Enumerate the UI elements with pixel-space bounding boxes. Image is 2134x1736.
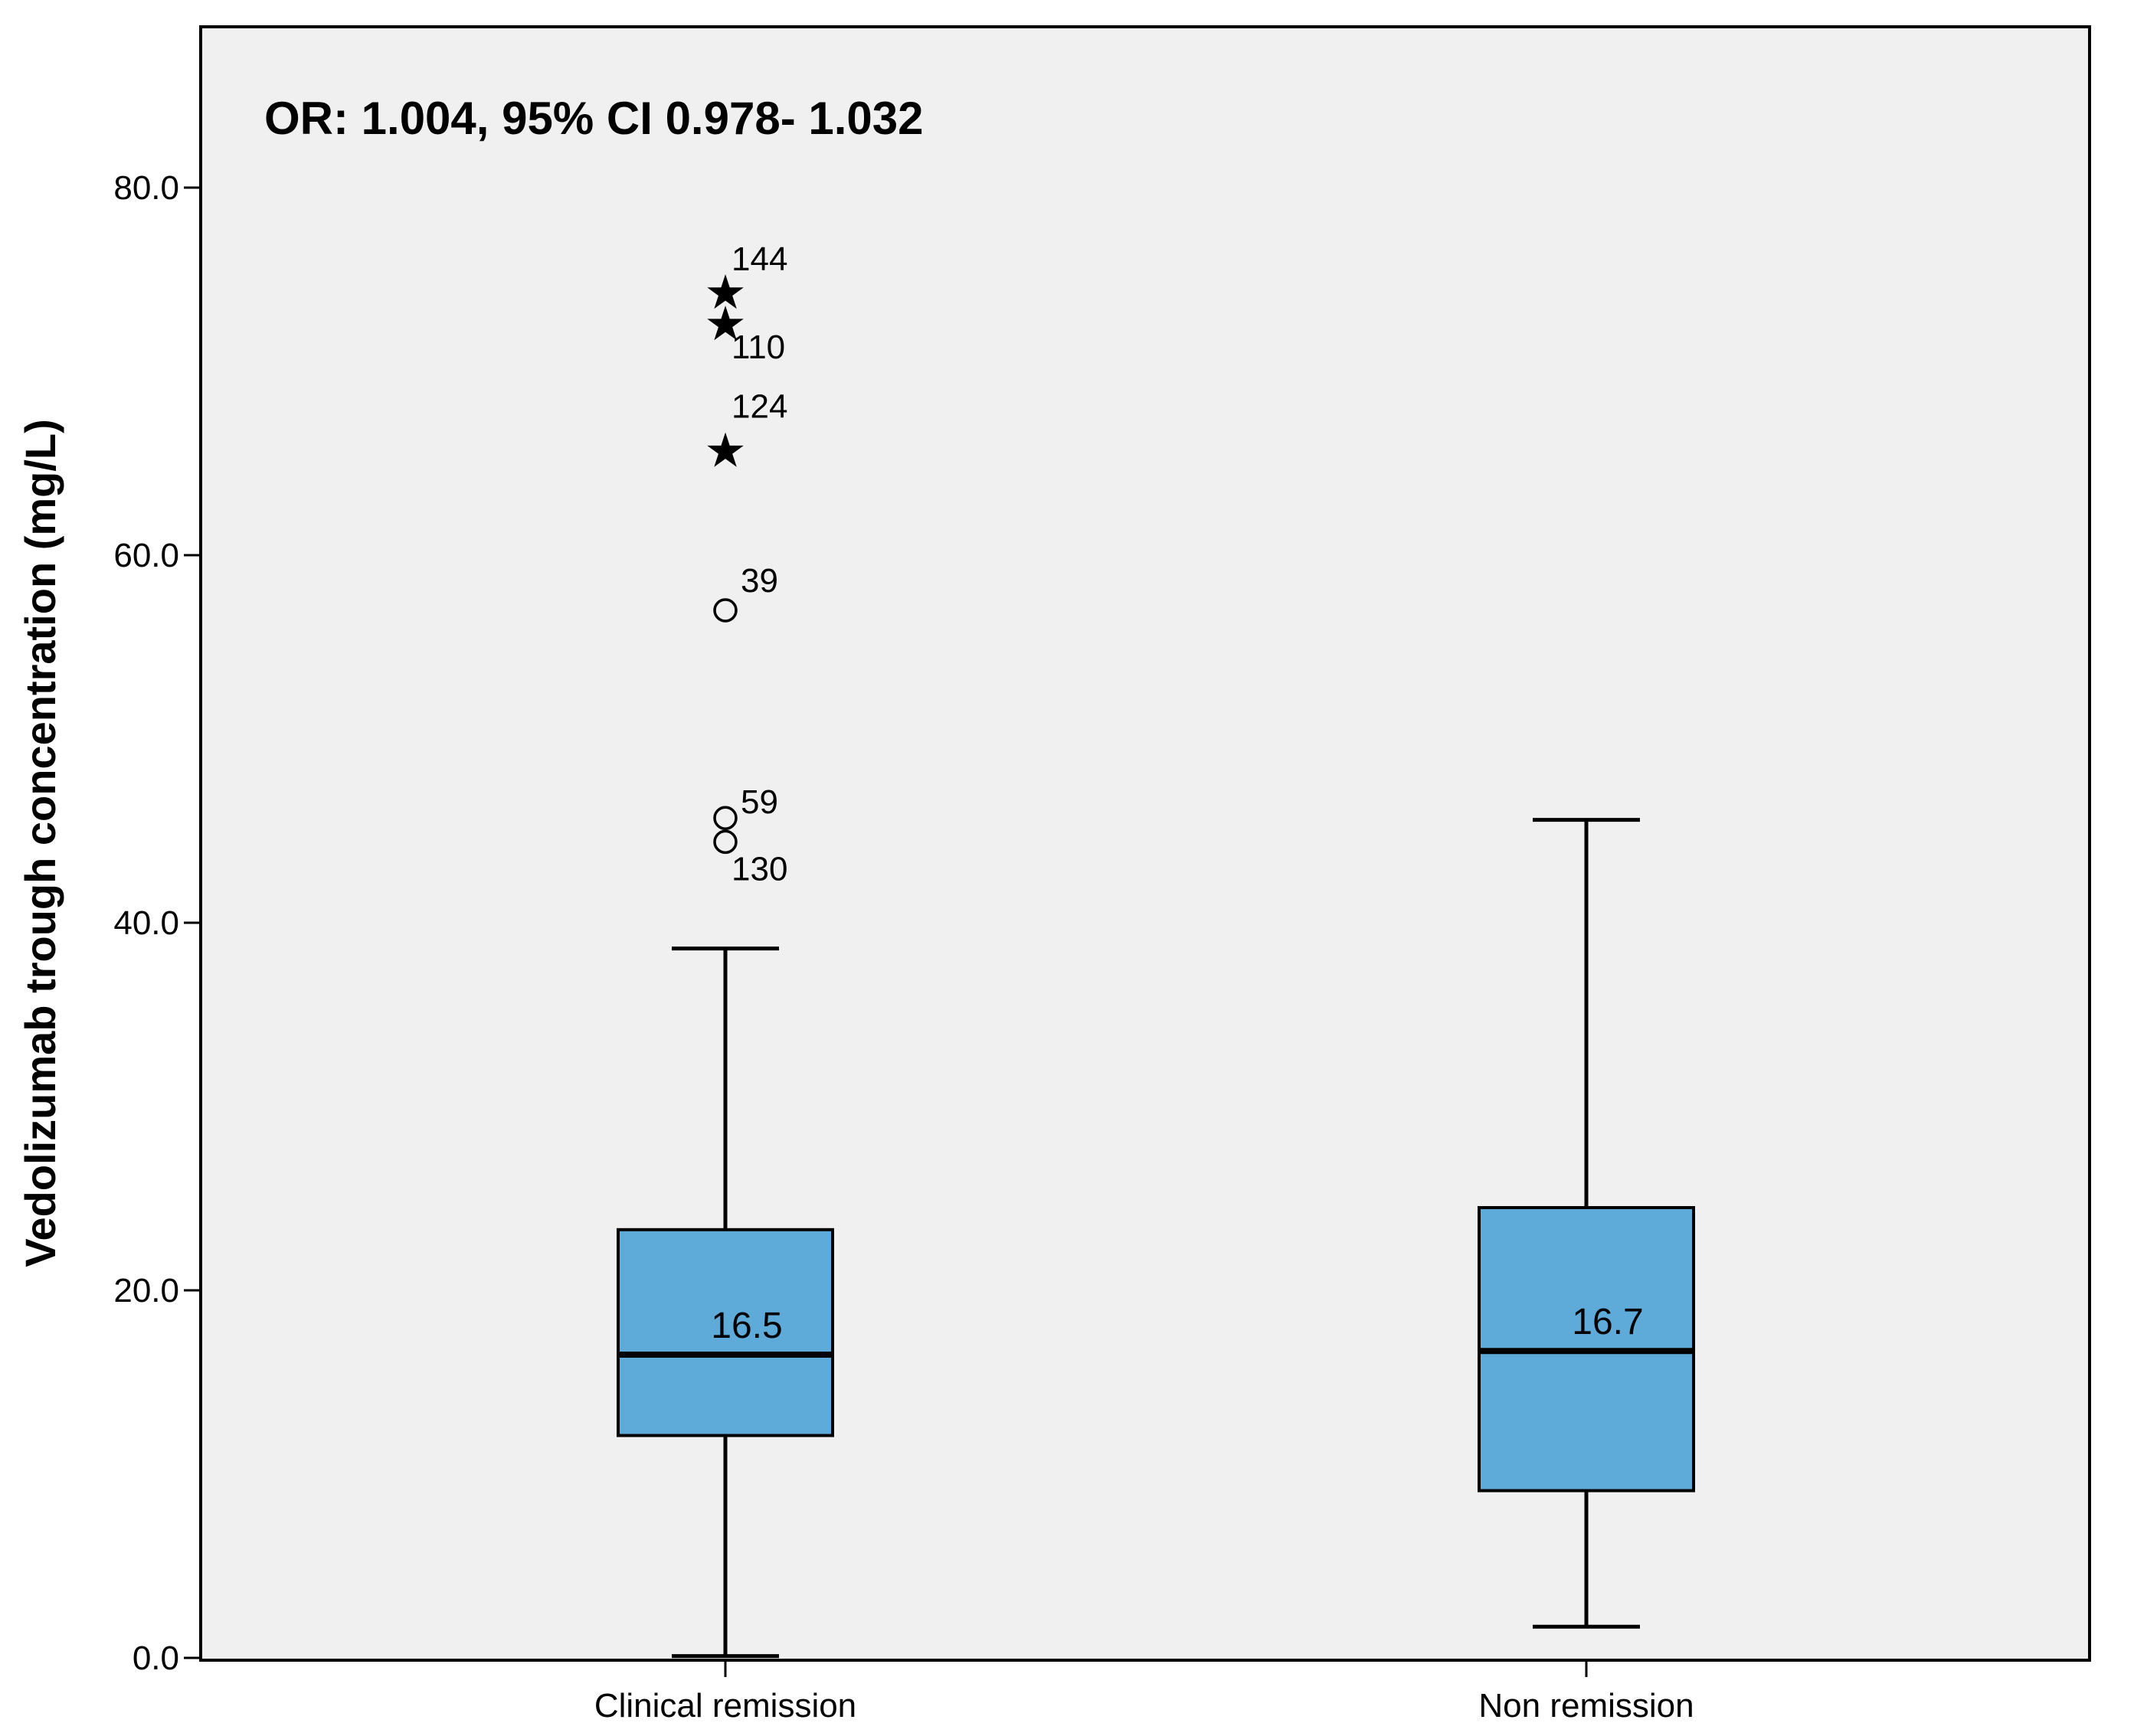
y-tick-label: 60.0	[113, 537, 179, 574]
outlier-label: 39	[741, 562, 778, 600]
outlier-circle	[713, 806, 738, 830]
y-axis-label: Vedolizumab trough concentration (mg/L)	[16, 419, 64, 1267]
x-axis: Clinical remission Non remission	[594, 1660, 1694, 1725]
y-tick-label: 20.0	[113, 1272, 179, 1309]
y-tick-label: 80.0	[113, 169, 179, 207]
x-category-label: Clinical remission	[594, 1687, 856, 1725]
extreme-outlier-star: ★	[704, 422, 747, 478]
outlier-circle	[713, 598, 738, 623]
outlier-label: 110	[732, 329, 785, 366]
extreme-outlier-star: ★	[704, 296, 747, 351]
extreme-outlier-star: ★	[704, 264, 747, 320]
outlier-label: 59	[741, 783, 778, 821]
y-tick-label: 40.0	[113, 904, 179, 942]
outlier-circle	[713, 829, 738, 855]
median-label: 16.5	[711, 1306, 782, 1346]
y-axis: 0.0 20.0 40.0 60.0 80.0	[113, 169, 201, 1677]
median-label: 16.7	[1572, 1302, 1643, 1342]
box-group: 16.7	[1478, 818, 1695, 1629]
y-tick-label: 0.0	[133, 1640, 179, 1677]
outlier-label: 124	[732, 387, 787, 425]
iqr-box	[617, 1228, 834, 1437]
outlier-label: 130	[732, 850, 787, 888]
outlier-label: 144	[732, 240, 787, 278]
or-annotation: OR: 1.004, 95% CI 0.978- 1.032	[264, 93, 924, 144]
x-category-label: Non remission	[1478, 1687, 1694, 1725]
plot-background	[199, 25, 2091, 1662]
